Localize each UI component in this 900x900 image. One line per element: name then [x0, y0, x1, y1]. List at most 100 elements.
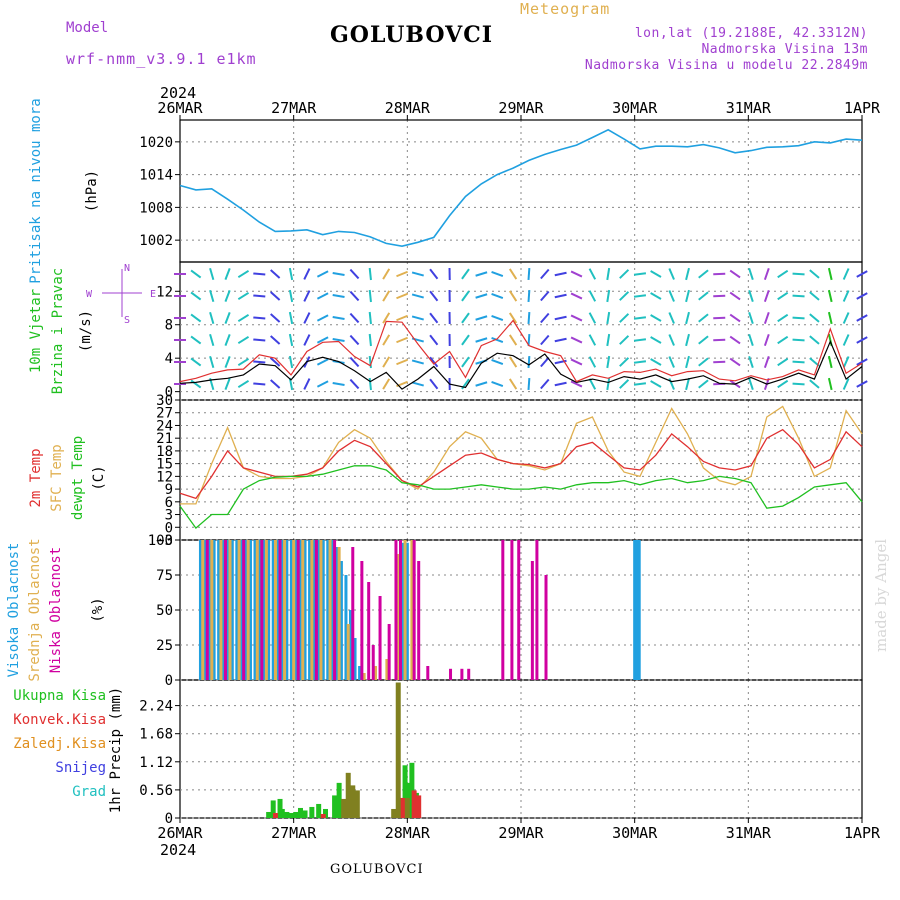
wind-arrow — [650, 314, 662, 322]
wind-arrow — [209, 311, 215, 325]
wind-arrow — [809, 269, 820, 279]
cloud-bar-srednja — [219, 540, 223, 680]
y-tick-label: 18 — [156, 444, 173, 460]
y-tick-label: 12 — [156, 469, 173, 485]
wind-arrow — [316, 336, 329, 344]
cloud-bar-visoka — [633, 540, 637, 680]
wind-arrow — [475, 271, 488, 277]
wind-arrow — [461, 290, 470, 302]
wind-arrow — [527, 289, 531, 303]
wind-arrow — [368, 377, 372, 391]
wind-arrow — [396, 270, 408, 278]
cloud-bar-srednja — [255, 540, 259, 680]
y-tick-label: 2.24 — [139, 699, 173, 715]
y-tick-label: 0 — [165, 520, 173, 536]
wind-arrow — [190, 379, 202, 389]
y-tick-label: 3 — [165, 508, 173, 524]
pressure-line — [179, 128, 863, 248]
cloud-bar-niska — [460, 668, 464, 680]
wind-arrow — [698, 357, 709, 367]
precip-bar-ukupna-kisa — [279, 808, 285, 818]
wind-arrow — [396, 358, 408, 366]
wind-arrow — [668, 378, 675, 390]
wind-arrow — [396, 336, 408, 344]
wind-gust-line — [179, 319, 863, 383]
precip-bar-ukupna-kisa — [270, 800, 276, 818]
wind-arrow — [527, 311, 531, 325]
coordinates-label: lon,lat (19.2188E, 42.3312N) — [634, 26, 868, 41]
cloud-bar-visoka — [298, 540, 302, 680]
precip-legend-item: Ukupna Kisa — [13, 688, 106, 704]
wind-arrow — [588, 312, 597, 324]
wind-arrow — [429, 356, 439, 368]
wind-arrow — [777, 379, 789, 389]
wind-arrow — [461, 312, 470, 324]
x-tick-label-bottom: 30MAR — [612, 824, 658, 842]
wind-arrow — [777, 291, 789, 301]
wind-arrow — [288, 311, 294, 325]
wind-arrow — [237, 335, 250, 345]
wind-arrow — [368, 267, 372, 281]
precip-bar-ukupna-kisa — [309, 806, 315, 818]
cloud-bar-visoka — [401, 542, 405, 680]
y-tick-label: 1020 — [139, 135, 173, 151]
cloud-bar-niska — [333, 540, 337, 680]
wind-arrow — [540, 268, 550, 280]
wind-arrow — [698, 379, 709, 389]
wind-arrow — [842, 268, 850, 280]
wind-arrow — [253, 272, 266, 276]
wind-arrow — [856, 314, 868, 322]
x-tick-label-top: 28MAR — [385, 99, 431, 117]
wind-arrow — [224, 268, 231, 280]
wind-arrow — [827, 311, 833, 325]
wind-arrow — [748, 311, 754, 325]
cloud-bar-visoka — [344, 575, 348, 680]
x-tick-label-top: 30MAR — [612, 99, 658, 117]
wind-arrow — [527, 355, 531, 369]
cloud-bar-visoka — [258, 540, 262, 680]
wind-arrow — [763, 334, 770, 346]
wind-arrow — [777, 335, 789, 345]
wind-arrow — [527, 267, 531, 281]
wind-arrow — [190, 291, 202, 301]
panel-frame-wind — [179, 261, 863, 401]
wind-arrow — [303, 268, 311, 280]
cloud-bar-visoka — [312, 540, 316, 680]
cloud-bar-niska — [242, 540, 246, 680]
wind-arrow — [792, 294, 805, 298]
y-tick-label: 1014 — [139, 168, 173, 184]
precip-legend-item: Snijeg — [55, 760, 106, 776]
precip-bar-zaledj-kisa — [391, 808, 397, 818]
wind-arrow — [748, 377, 754, 391]
wind-arrow — [396, 292, 408, 300]
wind-arrow — [606, 267, 611, 281]
wind-arrow — [588, 378, 597, 390]
wind-arrow — [303, 312, 311, 324]
wind-arrow — [685, 377, 690, 391]
wind-arrow — [491, 271, 504, 277]
cloud-bar-visoka — [326, 540, 330, 680]
wind-arrow — [777, 357, 789, 367]
wind-arrow — [698, 335, 709, 345]
pressure-ylabel: Pritisak na nivou mora — [28, 98, 44, 283]
wind-arrow — [253, 294, 266, 298]
cloud-bar-niska — [544, 575, 548, 680]
wind-arrow — [491, 337, 504, 343]
wind-arrow — [332, 293, 345, 299]
wind-arrow — [316, 292, 329, 300]
wind-arrow — [288, 267, 294, 281]
wind-arrow — [570, 292, 583, 300]
cloud-bar-visoka — [308, 540, 312, 680]
x-tick-label-top: 1APR — [844, 99, 881, 117]
wind-arrow — [856, 292, 868, 300]
wind-arrow — [554, 315, 567, 321]
precip-bar-konvek-kisa — [400, 797, 406, 818]
wind-arrow — [368, 289, 372, 303]
wind-arrow — [382, 312, 391, 324]
wind-arrow — [588, 290, 597, 302]
wind-arrow — [856, 358, 868, 366]
precip-bar-zaledj-kisa — [341, 798, 347, 818]
precip-bar-ukupna-kisa — [316, 803, 322, 818]
cloud-bar-niska — [314, 540, 318, 680]
x-tick-label-top: 26MAR — [157, 99, 203, 117]
